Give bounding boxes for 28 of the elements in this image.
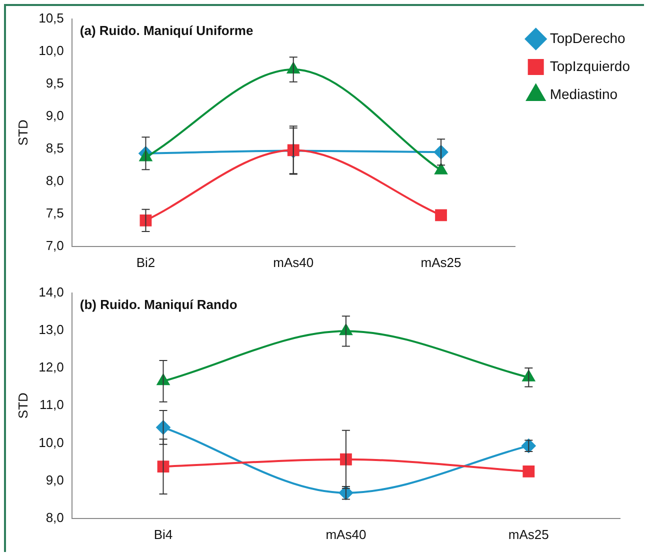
y-tick-label: 9,5	[46, 75, 64, 90]
x-tick-label: Bi2	[136, 254, 156, 270]
x-tick-label: mAs25	[420, 254, 462, 270]
y-tick-label: 8,0	[46, 510, 64, 525]
y-tick-label: 10,0	[38, 434, 64, 450]
x-tick-label: mAs40	[326, 526, 366, 542]
legend-label: Mediastino	[550, 86, 618, 102]
y-axis-title: STD	[15, 120, 30, 146]
y-tick-label: 7,5	[46, 205, 64, 220]
y-tick-label: 13,0	[38, 322, 64, 337]
y-tick-label: 8,0	[46, 172, 64, 188]
y-tick-label: 12,0	[38, 360, 64, 375]
y-tick-label: 10,5	[38, 10, 64, 26]
y-tick-label: 11,0	[40, 397, 64, 412]
legend-label: TopIzquierdo	[550, 58, 630, 74]
x-tick-label: mAs25	[508, 526, 549, 542]
chart-title: (b) Ruido. Maniquí Rando	[80, 296, 238, 312]
chart-title: (a) Ruido. Maniquí Uniforme	[80, 22, 254, 38]
y-tick-label: 14,0	[38, 284, 64, 300]
y-axis-title: STD	[15, 392, 30, 419]
y-tick-label: 8,5	[46, 140, 64, 156]
y-tick-label: 9,0	[46, 472, 64, 488]
y-tick-label: 9,0	[46, 108, 64, 123]
x-tick-label: Bi4	[154, 526, 173, 542]
x-tick-label: mAs40	[273, 254, 314, 270]
y-tick-label: 7,0	[46, 238, 64, 253]
y-tick-label: 10,0	[38, 42, 64, 58]
legend-label: TopDerecho	[550, 30, 626, 46]
